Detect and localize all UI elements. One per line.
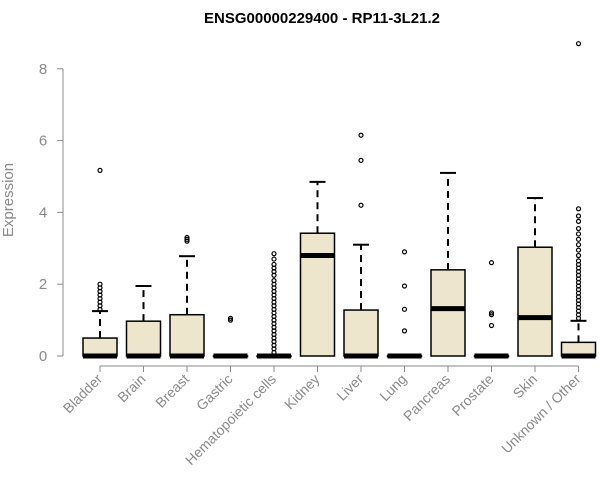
iqr-box [125, 320, 162, 357]
outlier-point [227, 317, 234, 323]
iqr-box [299, 232, 336, 357]
y-tick-label: 2 [39, 276, 47, 293]
iqr-box [82, 337, 118, 357]
y-tick-label: 6 [39, 133, 47, 150]
x-tick-label: Gastric [193, 371, 236, 414]
iqr-box [517, 246, 553, 357]
outlier-point [575, 236, 582, 242]
y-tick-label: 0 [39, 348, 47, 365]
outlier-point [575, 206, 582, 212]
outlier-point [575, 213, 582, 219]
outlier-point [401, 328, 408, 334]
outlier-point [401, 249, 408, 255]
iqr-box [169, 313, 205, 357]
outlier-point [575, 247, 582, 253]
outlier-point [358, 132, 364, 138]
outlier-point [575, 315, 582, 321]
outlier-point [575, 231, 582, 237]
box-unknown-other [560, 41, 597, 359]
outlier-point [575, 41, 582, 47]
outlier-point [184, 238, 190, 244]
iqr-box [430, 269, 466, 357]
box-brain [125, 284, 162, 359]
outlier-point [575, 218, 582, 224]
outlier-point [488, 312, 495, 318]
outlier-point [271, 251, 277, 257]
box-gastric [212, 315, 249, 359]
y-tick-label: 4 [39, 204, 47, 221]
outlier-point [358, 202, 364, 208]
outlier-point [575, 242, 582, 248]
box-pancreas [430, 171, 466, 357]
outlier-point [401, 283, 408, 289]
outlier-point [97, 306, 103, 312]
box-lung [386, 249, 423, 359]
outlier-point [575, 252, 582, 259]
outlier-point [271, 272, 277, 278]
outlier-point [184, 236, 190, 242]
outlier-point [488, 310, 495, 316]
x-tick-label: Breast [152, 371, 192, 411]
x-tick-label: Liver [333, 371, 366, 404]
y-axis-title: Expression [0, 163, 17, 237]
outlier-point [97, 167, 103, 173]
x-tick-label: Bladder [60, 371, 106, 417]
box-prostate [473, 260, 510, 359]
outlier-point [227, 315, 234, 321]
x-tick-label: Kidney [281, 371, 323, 413]
outlier-point [358, 157, 364, 163]
outlier-point [271, 349, 277, 356]
outlier-point [488, 322, 495, 329]
x-tick-label: Skin [510, 371, 541, 402]
iqr-box [343, 309, 379, 357]
y-axis: 0 2 4 6 8 [39, 61, 64, 365]
x-tick-label: Pancreas [400, 371, 453, 424]
box-bladder [82, 167, 118, 359]
box-skin [517, 197, 553, 357]
x-tick-label: Prostate [448, 371, 496, 419]
outlier-point [271, 256, 277, 262]
box-liver [343, 132, 379, 359]
y-tick-label: 8 [39, 61, 47, 78]
outlier-point [488, 260, 495, 266]
outlier-point [401, 306, 408, 312]
chart-title: ENSG00000229400 - RP11-3L21.2 [204, 10, 440, 27]
box-breast [169, 234, 205, 359]
box-hematopoietic-cells [256, 251, 292, 359]
outlier-point [575, 225, 582, 232]
box-kidney [299, 180, 336, 357]
box-series [82, 41, 597, 359]
x-tick-label: Unknown / Other [498, 371, 584, 457]
x-tick-label: Brain [114, 371, 148, 405]
x-tick-label: Lung [376, 371, 409, 404]
